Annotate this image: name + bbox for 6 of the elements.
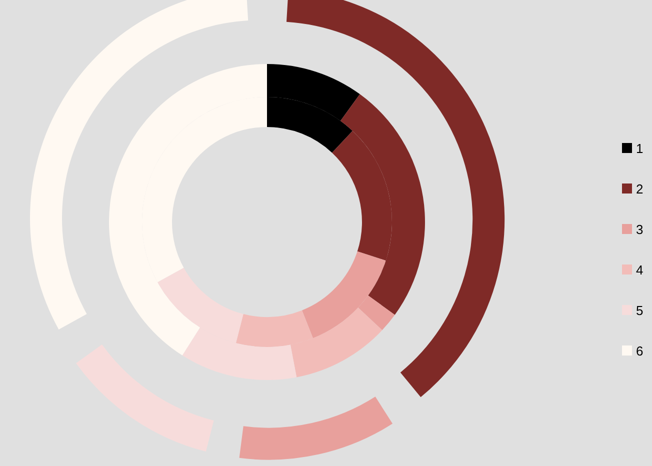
legend-label: 6: [636, 344, 644, 358]
legend-label: 5: [636, 303, 644, 318]
legend-label: 4: [636, 262, 644, 278]
legend-label: 1: [636, 141, 644, 156]
legend-label: 2: [636, 182, 644, 196]
legend-label: 3: [636, 222, 644, 237]
